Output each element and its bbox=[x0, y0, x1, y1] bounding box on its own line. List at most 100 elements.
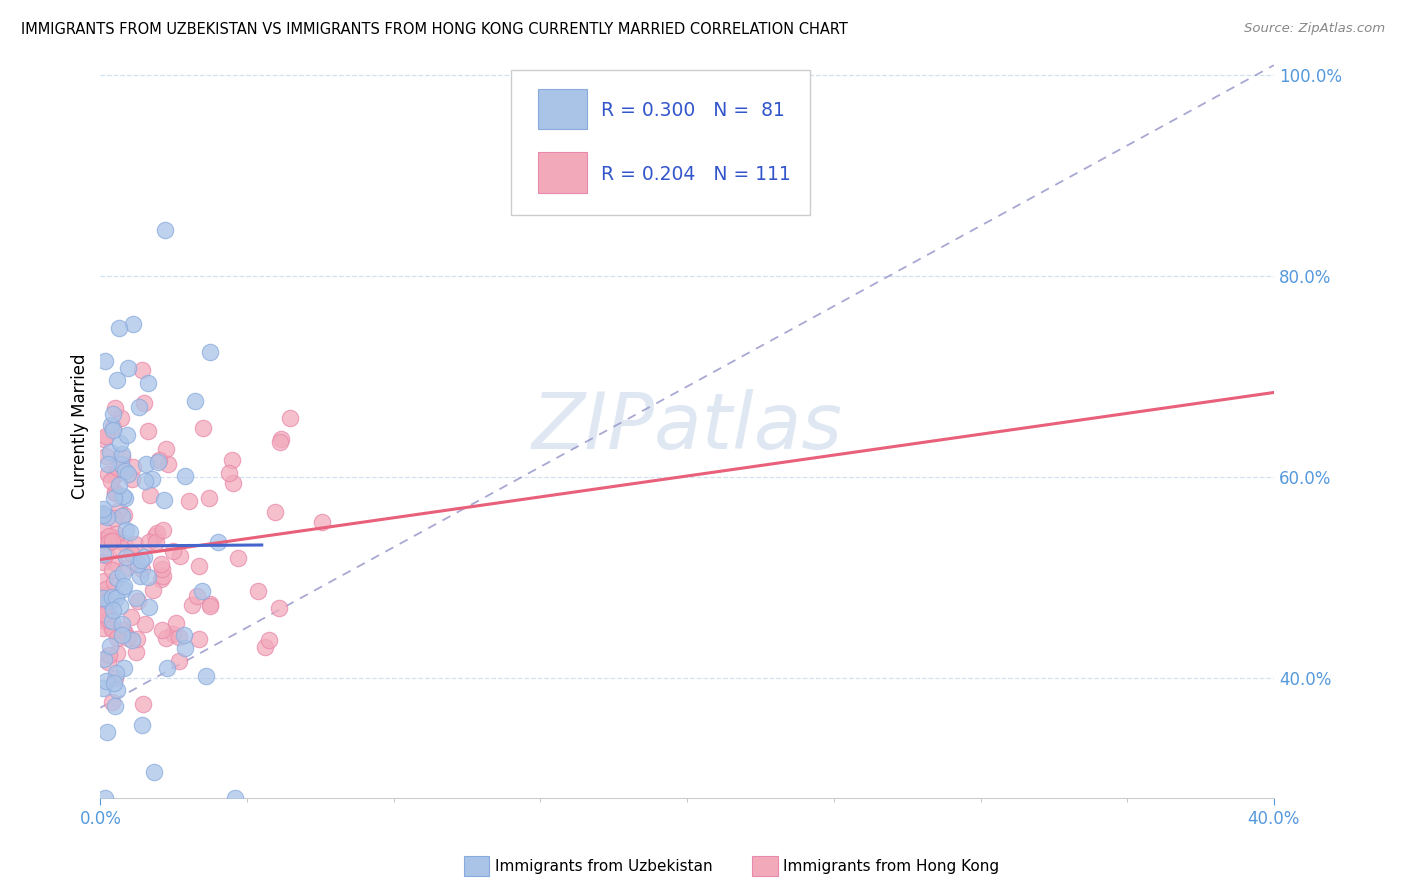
Point bbox=[112, 661, 135, 675]
Point bbox=[91, 508, 114, 522]
Point bbox=[191, 583, 214, 598]
Point bbox=[96, 724, 118, 739]
Point bbox=[120, 610, 142, 624]
Point bbox=[125, 591, 148, 605]
Point bbox=[103, 423, 125, 437]
Point bbox=[162, 544, 184, 558]
Point bbox=[207, 534, 229, 549]
Point bbox=[169, 549, 191, 563]
Point bbox=[222, 476, 245, 491]
Point bbox=[135, 458, 157, 472]
Point bbox=[104, 671, 127, 685]
Point bbox=[218, 466, 240, 480]
Point bbox=[97, 457, 120, 471]
Point bbox=[224, 791, 246, 805]
Point bbox=[105, 373, 128, 387]
Point bbox=[145, 535, 167, 549]
Point bbox=[94, 548, 117, 562]
Point bbox=[91, 555, 114, 569]
Point bbox=[146, 526, 169, 541]
Point bbox=[257, 633, 280, 648]
Point bbox=[104, 486, 127, 500]
Point bbox=[94, 673, 117, 688]
Point bbox=[105, 683, 128, 698]
Point bbox=[263, 505, 285, 519]
Point bbox=[150, 562, 173, 576]
Text: Immigrants from Hong Kong: Immigrants from Hong Kong bbox=[783, 859, 1000, 873]
Point bbox=[115, 549, 138, 564]
Point bbox=[94, 791, 117, 805]
Point bbox=[311, 515, 333, 529]
Point bbox=[121, 632, 143, 647]
Point bbox=[105, 631, 128, 645]
Point bbox=[198, 599, 221, 613]
Point bbox=[115, 523, 138, 537]
Point bbox=[120, 525, 142, 540]
Point bbox=[114, 463, 136, 477]
Point bbox=[110, 457, 132, 471]
Point bbox=[108, 436, 131, 450]
Point bbox=[114, 560, 136, 574]
Point bbox=[101, 615, 124, 629]
Point bbox=[108, 599, 131, 614]
Point bbox=[125, 632, 148, 647]
Point bbox=[94, 354, 117, 368]
Point bbox=[111, 489, 134, 503]
Point bbox=[94, 449, 117, 463]
Point bbox=[91, 507, 114, 521]
Point bbox=[114, 491, 136, 506]
Point bbox=[98, 648, 121, 662]
Point bbox=[91, 533, 114, 547]
Point bbox=[105, 570, 128, 584]
Point bbox=[152, 569, 174, 583]
Point bbox=[226, 550, 249, 565]
Point bbox=[278, 411, 301, 425]
Point bbox=[150, 623, 173, 637]
Point bbox=[112, 508, 135, 523]
Point bbox=[101, 622, 124, 636]
Point bbox=[198, 345, 221, 359]
Point bbox=[191, 421, 214, 435]
Point bbox=[136, 376, 159, 391]
Point bbox=[111, 627, 134, 641]
Point bbox=[131, 363, 153, 377]
Point bbox=[93, 615, 115, 629]
Point bbox=[103, 675, 125, 690]
Point bbox=[167, 630, 190, 644]
Point bbox=[110, 617, 132, 632]
Point bbox=[97, 594, 120, 608]
Point bbox=[174, 469, 197, 483]
Point bbox=[104, 484, 127, 499]
Point bbox=[103, 575, 125, 590]
Point bbox=[188, 559, 211, 574]
Point bbox=[270, 432, 292, 446]
Point bbox=[97, 614, 120, 628]
Point bbox=[165, 616, 187, 631]
Point bbox=[121, 547, 143, 561]
Point bbox=[177, 494, 200, 508]
Point bbox=[91, 591, 114, 605]
Point bbox=[101, 563, 124, 577]
Point bbox=[131, 718, 153, 732]
Point bbox=[134, 396, 156, 410]
Point bbox=[139, 488, 162, 502]
Point bbox=[117, 360, 139, 375]
Point bbox=[156, 457, 179, 471]
Point bbox=[149, 557, 172, 571]
Point bbox=[91, 611, 114, 625]
Point bbox=[221, 452, 243, 467]
Point bbox=[111, 566, 134, 581]
Point bbox=[124, 537, 146, 551]
Point bbox=[127, 594, 149, 608]
Point bbox=[194, 668, 217, 682]
Point bbox=[155, 442, 177, 456]
Point bbox=[136, 570, 159, 584]
Point bbox=[142, 764, 165, 779]
FancyBboxPatch shape bbox=[512, 70, 810, 215]
Point bbox=[187, 632, 209, 647]
Point bbox=[103, 420, 125, 434]
Point bbox=[97, 467, 120, 482]
Point bbox=[100, 417, 122, 432]
Point bbox=[98, 529, 121, 543]
Point bbox=[112, 579, 135, 593]
